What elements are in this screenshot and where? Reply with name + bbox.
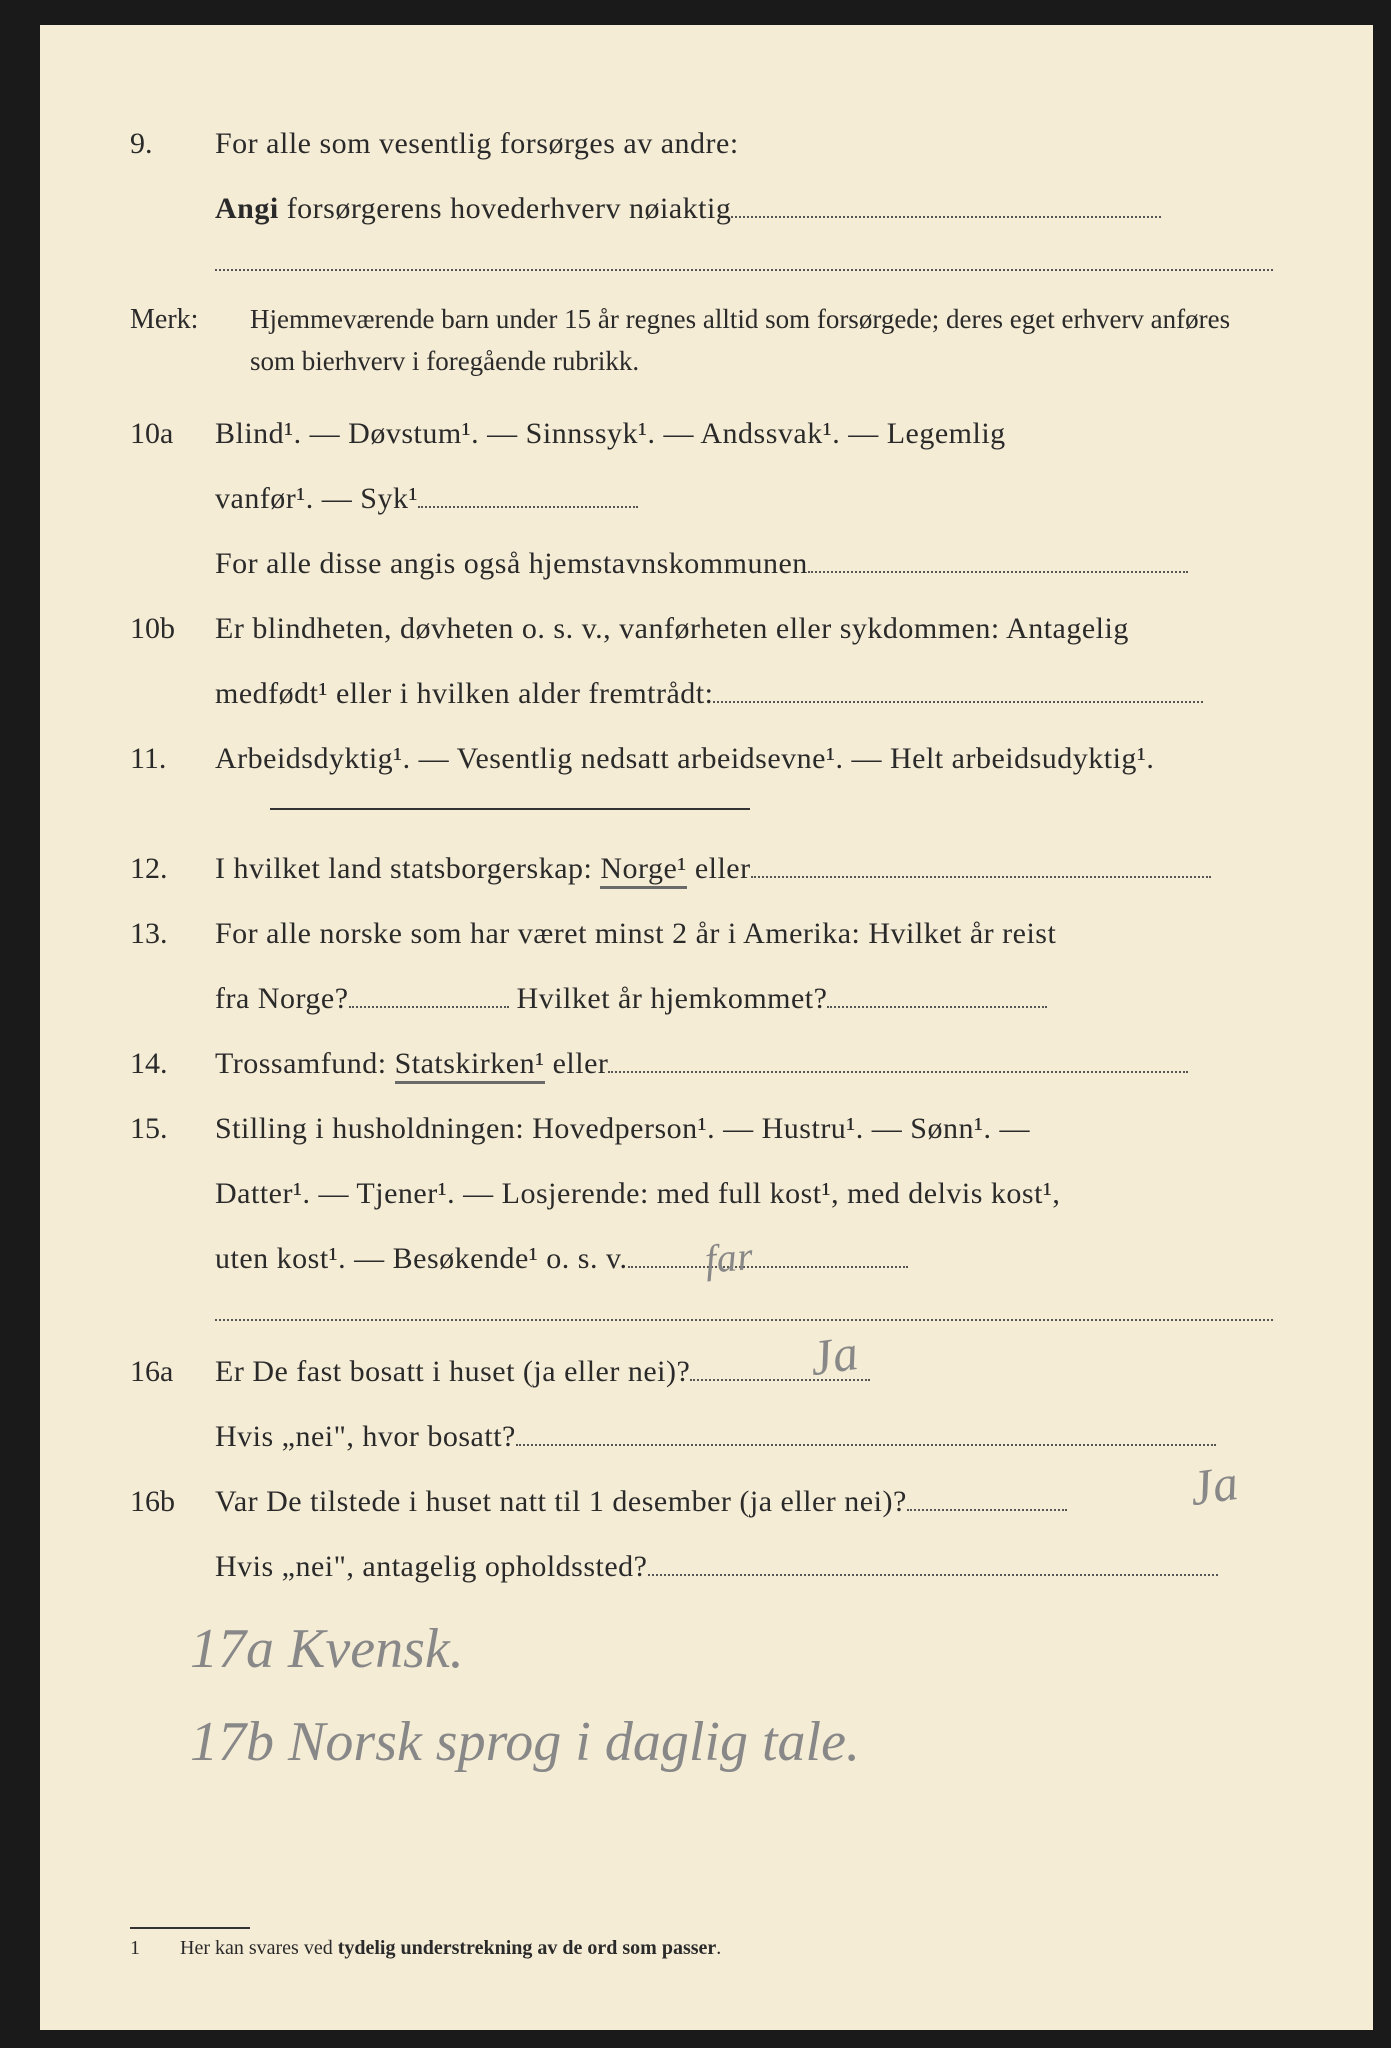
merk-label: Merk: (130, 293, 250, 346)
q10a-text2: vanfør¹. — Syk¹ (215, 470, 1273, 527)
q16b-number: 16b (130, 1473, 215, 1530)
q9-blank-line (215, 251, 1273, 271)
handwritten-17b: 17b Norsk sprog i daglig tale. (190, 1703, 1273, 1781)
q9-text2: Angi forsørgerens hovederhverv nøiaktig (215, 180, 1273, 237)
q13-text2: fra Norge? Hvilket år hjemkommet? (215, 970, 1273, 1027)
q10b-text2: medfødt¹ eller i hvilken alder fremtrådt… (215, 665, 1273, 722)
q15-line2: Datter¹. — Tjener¹. — Losjerende: med fu… (130, 1165, 1273, 1222)
q10a-text3: For alle disse angis også hjemstavnskomm… (215, 535, 1273, 592)
q9-line1: 9. For alle som vesentlig forsørges av a… (130, 115, 1273, 172)
q14-number: 14. (130, 1035, 215, 1092)
q16a-line2: Hvis „nei", hvor bosatt? (130, 1408, 1273, 1465)
q11-text: Arbeidsdyktig¹. — Vesentlig nedsatt arbe… (215, 730, 1273, 787)
footnote-number: 1 (130, 1937, 175, 1960)
q15-line3: uten kost¹. — Besøkende¹ o. s. v. far (130, 1230, 1273, 1287)
footnote: 1 Her kan svares ved tydelig understrekn… (130, 1937, 1273, 1960)
q15-text2: Datter¹. — Tjener¹. — Losjerende: med fu… (215, 1165, 1273, 1222)
q16a-line1: 16a Er De fast bosatt i huset (ja eller … (130, 1343, 1273, 1400)
q10a-number: 10a (130, 405, 215, 462)
q10b-line2: medfødt¹ eller i hvilken alder fremtrådt… (130, 665, 1273, 722)
q10a-line1: 10a Blind¹. — Døvstum¹. — Sinnssyk¹. — A… (130, 405, 1273, 462)
q12-number: 12. (130, 840, 215, 897)
section-divider (270, 807, 750, 810)
footnote-rule (130, 1927, 250, 1929)
q14-row: 14. Trossamfund: Statskirken¹ eller (130, 1035, 1273, 1092)
q10a-line2: vanfør¹. — Syk¹ (130, 470, 1273, 527)
merk-row: Merk: Hjemmeværende barn under 15 år reg… (130, 293, 1273, 383)
handwritten-17a: 17a Kvensk. (190, 1610, 1273, 1688)
footnote-text: Her kan svares ved tydelig understreknin… (180, 1937, 721, 1959)
q16b-text1: Var De tilstede i huset natt til 1 desem… (215, 1473, 1273, 1530)
q13-number: 13. (130, 905, 215, 962)
q9-line2: Angi forsørgerens hovederhverv nøiaktig (130, 180, 1273, 237)
q14-text: Trossamfund: Statskirken¹ eller (215, 1035, 1273, 1092)
q10b-text1: Er blindheten, døvheten o. s. v., vanfør… (215, 600, 1273, 657)
q16b-line1: 16b Var De tilstede i huset natt til 1 d… (130, 1473, 1273, 1530)
q12-text: I hvilket land statsborgerskap: Norge¹ e… (215, 840, 1273, 897)
q15-text1: Stilling i husholdningen: Hovedperson¹. … (215, 1100, 1273, 1157)
q9-text1: For alle som vesentlig forsørges av andr… (215, 115, 1273, 172)
q10b-line1: 10b Er blindheten, døvheten o. s. v., va… (130, 600, 1273, 657)
q15-text3: uten kost¹. — Besøkende¹ o. s. v. far (215, 1230, 1273, 1287)
q15-handwritten: far (702, 1218, 757, 1298)
q15-line1: 15. Stilling i husholdningen: Hovedperso… (130, 1100, 1273, 1157)
q10b-number: 10b (130, 600, 215, 657)
q11-row: 11. Arbeidsdyktig¹. — Vesentlig nedsatt … (130, 730, 1273, 787)
q12-row: 12. I hvilket land statsborgerskap: Norg… (130, 840, 1273, 897)
census-form-page: 9. For alle som vesentlig forsørges av a… (0, 0, 1391, 2048)
footnote-area: 1 Her kan svares ved tydelig understrekn… (130, 1867, 1273, 1960)
q16a-text1: Er De fast bosatt i huset (ja eller nei)… (215, 1343, 1273, 1400)
q13-line1: 13. For alle norske som har været minst … (130, 905, 1273, 962)
merk-text: Hjemmeværende barn under 15 år regnes al… (250, 299, 1273, 383)
q16b-line2: Hvis „nei", antagelig opholdssted? (130, 1538, 1273, 1595)
q16a-number: 16a (130, 1343, 215, 1400)
q13-line2: fra Norge? Hvilket år hjemkommet? (130, 970, 1273, 1027)
q10a-text1: Blind¹. — Døvstum¹. — Sinnssyk¹. — Andss… (215, 405, 1273, 462)
q10a-line3: For alle disse angis også hjemstavnskomm… (130, 535, 1273, 592)
q15-blank-line (215, 1301, 1273, 1321)
q16a-text2: Hvis „nei", hvor bosatt? (215, 1408, 1273, 1465)
q13-text1: For alle norske som har været minst 2 år… (215, 905, 1273, 962)
q16b-text2: Hvis „nei", antagelig opholdssted? (215, 1538, 1273, 1595)
q9-number: 9. (130, 115, 215, 172)
q15-number: 15. (130, 1100, 215, 1157)
q11-number: 11. (130, 730, 215, 787)
